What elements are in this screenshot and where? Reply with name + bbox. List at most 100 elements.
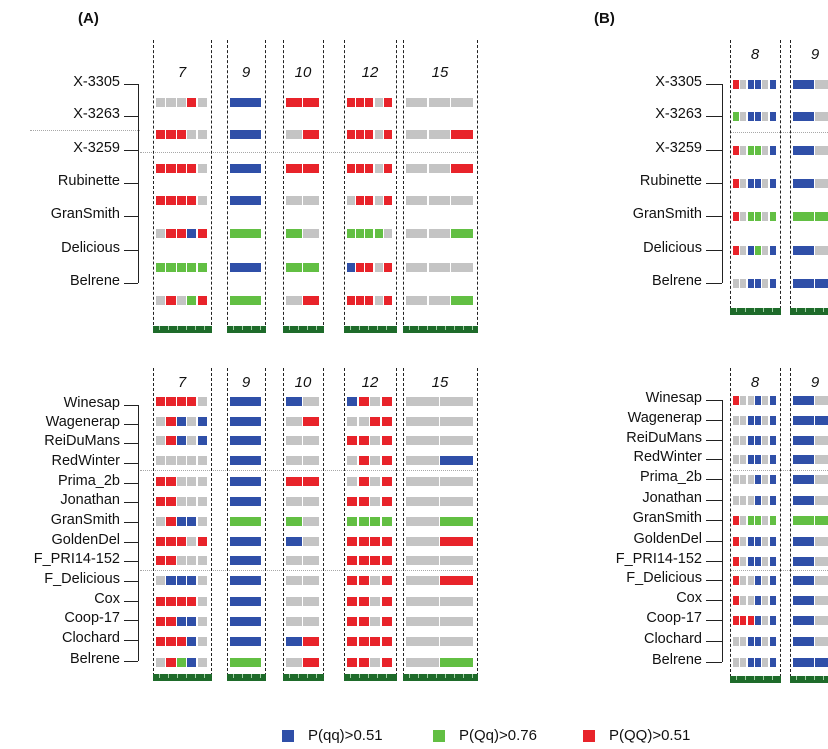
chromosome-boundary-line [477,368,478,676]
dendrogram-tick [706,641,722,642]
genotype-segment [815,537,828,546]
genotype-segment [286,576,302,585]
genotype-segment [347,436,358,445]
accession-label: Rubinette [639,173,702,189]
genotype-segment [187,164,197,173]
genotype-segment [347,658,358,667]
genotype-segment [197,637,207,646]
genotype-segment [747,212,754,221]
chromosome-track [344,326,397,333]
dendrogram-tick [706,116,722,117]
chromosome-boundary-line [790,368,791,682]
dotted-separator-line [730,570,828,571]
genotype-segment [381,658,392,667]
accession-label: Delicious [61,240,120,256]
genotype-segment [370,417,381,426]
genotype-segment [176,196,186,205]
genotype-segment [747,279,754,288]
genotype-segment [740,616,747,625]
genotype-segment [769,396,776,405]
genotype-segment [406,397,439,406]
dendrogram-tick [706,600,722,601]
genotype-segment [451,130,473,139]
genotype-segment [176,497,186,506]
genotype-segment [358,456,369,465]
genotype-segment [286,456,302,465]
genotype-segment [166,517,176,526]
chromosome-number-9: 9 [241,374,251,391]
genotype-segment [406,658,439,667]
genotype-segment [793,557,814,566]
genotype-segment [381,397,392,406]
genotype-segment [303,477,319,486]
accession-label: Prima_2b [639,469,702,485]
chromosome-number-15: 15 [431,64,449,81]
genotype-segment [747,146,754,155]
genotype-segment [769,212,776,221]
legend-item-Qq: P(Qq)>0.76 [433,727,537,744]
genotype-segment [762,557,769,566]
genotype-segment [230,130,261,139]
genotype-segment [755,455,762,464]
dotted-separator-line [140,152,476,153]
dendrogram-bracket [722,84,723,283]
dendrogram-tick [124,640,138,641]
genotype-segment [733,80,740,89]
chromosome-boundary-line [344,368,345,676]
genotype-segment [358,617,369,626]
track-tick [445,326,446,330]
track-tick [772,676,773,680]
genotype-segment [793,179,814,188]
genotype-segment [769,637,776,646]
genotype-segment [733,455,740,464]
genotype-segment [740,179,747,188]
genotype-segment [755,616,762,625]
genotype-segment [370,537,381,546]
genotype-segment [762,658,769,667]
dendrogram-tick [706,459,722,460]
genotype-segment [187,637,197,646]
genotype-segment [406,477,439,486]
genotype-segment [793,396,814,405]
genotype-segment [815,146,828,155]
genotype-segment [370,637,381,646]
genotype-segment [428,196,451,205]
dendrogram-tick [124,250,138,251]
genotype-segment [197,417,207,426]
track-tick [159,326,160,330]
genotype-segment [381,537,392,546]
track-tick [763,308,764,312]
genotype-segment [769,557,776,566]
accession-label: Belrene [70,651,120,667]
genotype-segment [747,455,754,464]
genotype-segment [733,658,740,667]
dendrogram-tick [706,580,722,581]
genotype-segment [815,179,828,188]
accession-label: X-3263 [73,106,120,122]
genotype-segment [358,517,369,526]
dendrogram-bracket [138,405,139,661]
genotype-segment [793,80,814,89]
genotype-segment [381,417,392,426]
track-tick [805,308,806,312]
track-tick [195,674,196,678]
chromosome-boundary-line [153,368,154,676]
chromosome-track [730,308,781,315]
chromosome-boundary-line [396,40,397,330]
genotype-segment [176,130,186,139]
genotype-segment [286,98,302,107]
genotype-segment [347,130,355,139]
genotype-segment [740,658,747,667]
genotype-segment [230,597,261,606]
genotype-segment [381,497,392,506]
genotype-segment [793,537,814,546]
chromosome-number-12: 12 [361,374,379,391]
dendrogram-tick [706,620,722,621]
accession-label: X-3305 [73,74,120,90]
genotype-segment [815,596,828,605]
genotype-segment [381,576,392,585]
track-tick [445,674,446,678]
genotype-segment [406,617,439,626]
genotype-segment [755,637,762,646]
genotype-segment [740,576,747,585]
